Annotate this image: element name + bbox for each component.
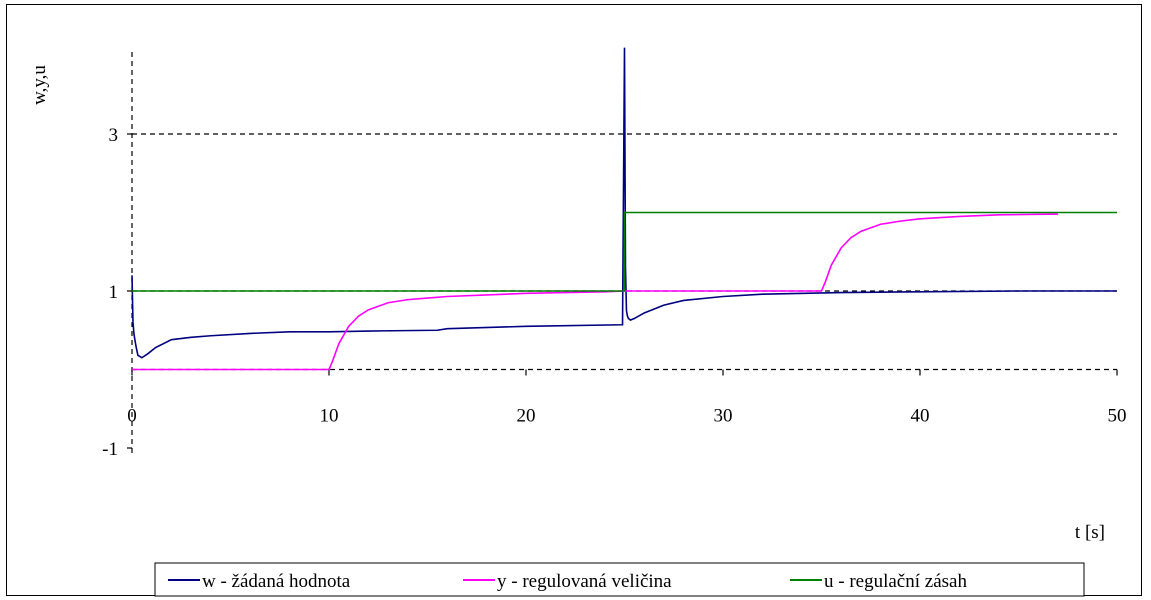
legend-box: [154, 562, 1085, 597]
series-layer: [131, 47, 1117, 371]
legend: w - žádaná hodnota y - regulovaná veličin…: [154, 562, 1085, 597]
y-tick-label-1: 1: [109, 282, 119, 303]
x-tick-label-0: 0: [127, 406, 137, 427]
x-tick-label-40: 40: [911, 406, 930, 427]
legend-label-3: u - regulační zásah: [824, 571, 967, 592]
series-line-3: [132, 211, 1117, 292]
legend-label-2: y - regulovaná veličina: [497, 571, 672, 592]
chart-frame: [6, 4, 1142, 596]
x-tick-label-10: 10: [320, 406, 339, 427]
x-axis-label: t [s]: [1075, 522, 1105, 543]
y-tick-label-3: 3: [109, 125, 119, 146]
legend-label-1: w - žádaná hodnota: [202, 571, 351, 592]
x-tick-label-20: 20: [517, 406, 536, 427]
x-tick-label-50: 50: [1108, 406, 1127, 427]
series-line-1: [131, 47, 1117, 359]
y-tick-label--1: -1: [102, 439, 118, 460]
x-tick-label-30: 30: [714, 406, 733, 427]
y-axis-label: w,y,u: [29, 65, 50, 105]
